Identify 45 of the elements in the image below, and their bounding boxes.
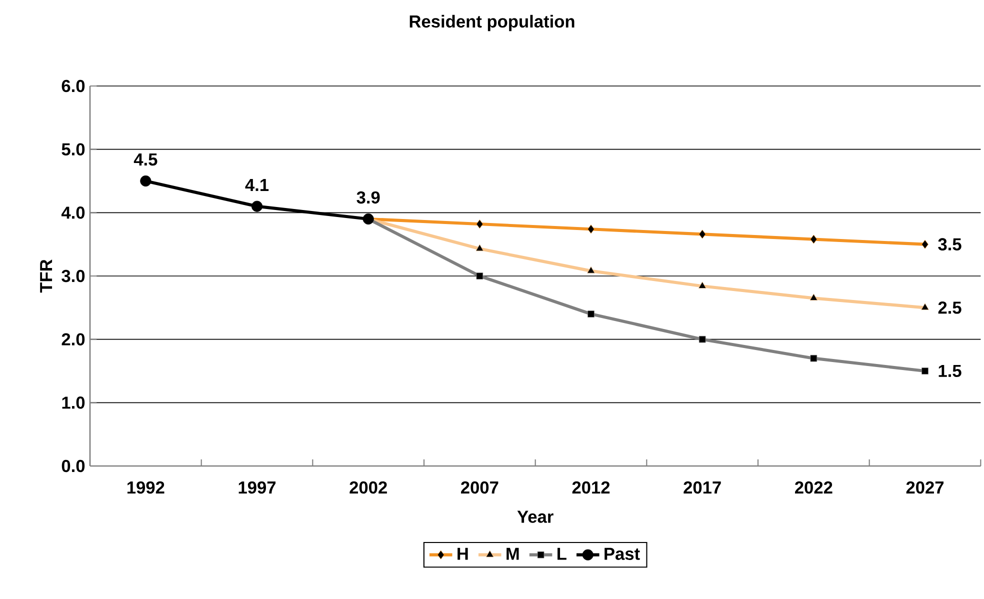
point [476, 244, 484, 252]
y-tick-label: 2.0 [62, 333, 85, 346]
chart-title: Resident population [410, 14, 574, 32]
y-tick-label: 5.0 [62, 143, 85, 156]
legend-label: M [506, 548, 519, 560]
point [698, 336, 706, 343]
point [698, 230, 706, 239]
point [810, 294, 818, 300]
data-label: 1.5 [938, 364, 962, 378]
y-tick-label: 0.0 [62, 460, 85, 472]
point [476, 220, 484, 229]
x-tick-label: 1997 [238, 481, 276, 494]
x-tick-label: 2002 [350, 481, 387, 494]
point [921, 303, 929, 310]
x-tick-label: 2017 [684, 481, 721, 494]
x-tick-label: 2027 [906, 481, 944, 494]
y-tick-label: 6.0 [62, 80, 85, 92]
x-tick-label: 1992 [127, 481, 164, 494]
point [251, 200, 263, 212]
y-tick-label: 3.0 [62, 270, 85, 282]
point [698, 282, 706, 288]
legend-label: Past [604, 548, 640, 560]
data-label: 4.5 [134, 154, 158, 166]
x-tick-label: 2022 [795, 481, 832, 494]
data-label: 4.1 [245, 179, 269, 191]
point [140, 175, 152, 187]
y-axis-title: TFR [40, 259, 52, 293]
y-tick-label: 1.0 [62, 396, 85, 409]
x-tick-label: 2012 [572, 481, 610, 494]
legend-label: L [558, 548, 566, 560]
legend-label: H [458, 548, 468, 560]
point [588, 310, 594, 318]
point [587, 266, 595, 274]
data-label: 3.9 [356, 191, 380, 204]
point [476, 272, 484, 280]
x-axis-title: Year [517, 510, 554, 523]
data-label: 3.5 [938, 238, 962, 250]
x-tick-label: 2007 [460, 481, 498, 494]
point [922, 240, 928, 249]
point [922, 368, 928, 374]
data-label: 2.5 [938, 302, 962, 314]
point [810, 354, 818, 362]
point [810, 234, 818, 244]
point [588, 224, 594, 234]
y-tick-label: 4.0 [61, 206, 85, 219]
